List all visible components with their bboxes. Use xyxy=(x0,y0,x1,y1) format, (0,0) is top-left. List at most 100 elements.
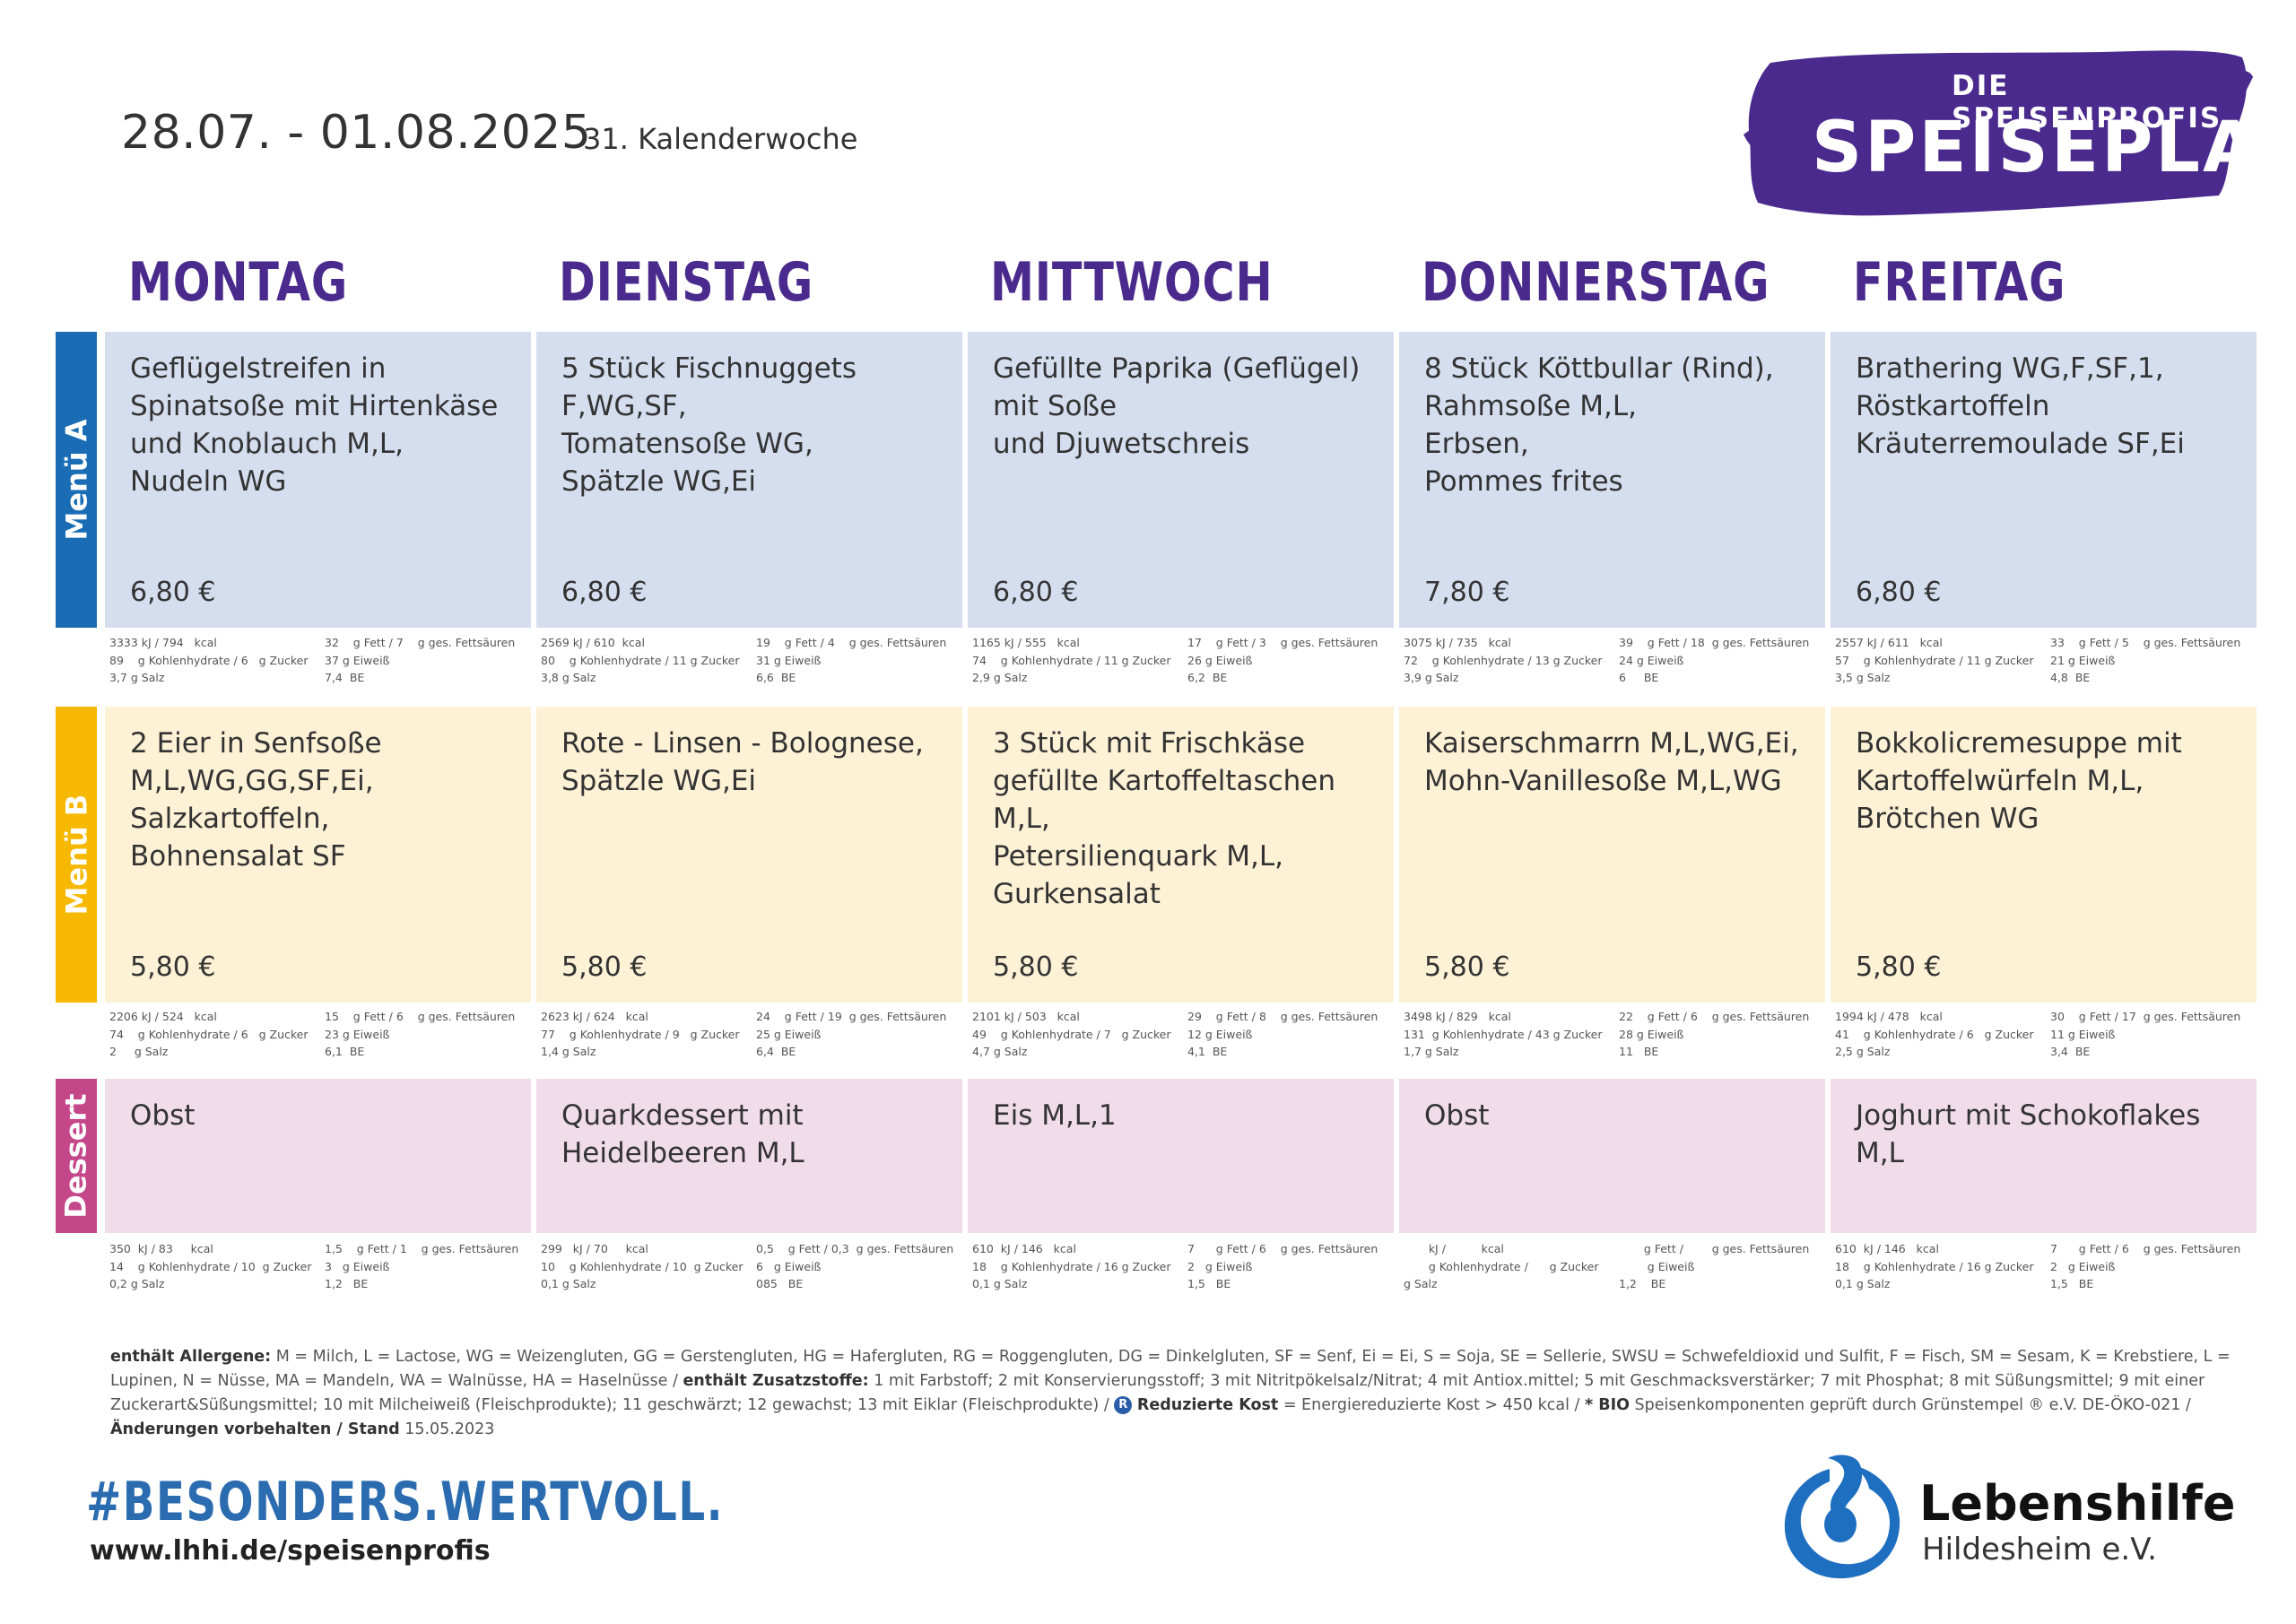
dessert-cell-montag: Obst xyxy=(105,1079,531,1233)
nutrition-info-menu-a-freitag: 2557 kJ / 611 kcal 57 g Kohlenhydrate / … xyxy=(1835,634,2264,688)
nutrition-col-1: 3075 kJ / 735 kcal 72 g Kohlenhydrate / … xyxy=(1404,636,1603,684)
dish-text: Bokkolicremesuppe mit Kartoffelwürfeln M… xyxy=(1856,727,2182,835)
additives-text: 1 mit Farbstoff; 2 mit Konservierungssto… xyxy=(110,1372,2205,1414)
nutrition-col-1: 610 kJ / 146 kcal 18 g Kohlenhydrate / 1… xyxy=(972,1242,1171,1290)
day-header-donnerstag: DONNERSTAG xyxy=(1422,251,1770,314)
nutrition-info-menu-a-donnerstag: 3075 kJ / 735 kcal 72 g Kohlenhydrate / … xyxy=(1404,634,1832,688)
brand-line2: SPEISEPLAN xyxy=(1812,108,2296,188)
org-subtitle: Hildesheim e.V. xyxy=(1922,1532,2157,1568)
nutrition-info-menu-b-donnerstag: 3498 kJ / 829 kcal 131 g Kohlenhydrate /… xyxy=(1404,1008,1832,1062)
website-link[interactable]: www.lhhi.de/speisenprofis xyxy=(90,1535,491,1567)
menu-a-cell-montag: Geflügelstreifen in Spinatsoße mit Hirte… xyxy=(105,332,531,628)
price: 6,80 € xyxy=(561,577,648,608)
dish-text: 3 Stück mit Frischkäse gefüllte Kartoffe… xyxy=(993,727,1336,910)
nutrition-col-1: 2569 kJ / 610 kcal 80 g Kohlenhydrate / … xyxy=(541,636,740,684)
dish-text: Obst xyxy=(1424,1099,1490,1132)
nutrition-col-2: 24 g Fett / 19 g ges. Fettsäuren 25 g Ei… xyxy=(756,1010,947,1058)
nutrition-info-menu-a-dienstag: 2569 kJ / 610 kcal 80 g Kohlenhydrate / … xyxy=(541,634,970,688)
menu-a-cell-dienstag: 5 Stück Fischnuggets F,WG,SF, Tomatensoß… xyxy=(536,332,962,628)
nutrition-col-1: 2206 kJ / 524 kcal 74 g Kohlenhydrate / … xyxy=(109,1010,309,1058)
menu-b-cell-freitag: Bokkolicremesuppe mit Kartoffelwürfeln M… xyxy=(1831,707,2257,1003)
nutrition-col-2: 29 g Fett / 8 g ges. Fettsäuren 12 g Eiw… xyxy=(1187,1010,1378,1058)
nutrition-col-2: g Fett / g ges. Fettsäuren g Eiweiß 1,2 … xyxy=(1619,1242,1810,1290)
nutrition-col-2: 0,5 g Fett / 0,3 g ges. Fettsäuren 6 g E… xyxy=(756,1242,954,1290)
price: 5,80 € xyxy=(561,951,648,983)
price: 7,80 € xyxy=(1424,577,1510,608)
org-name: Lebenshilfe xyxy=(1919,1475,2236,1532)
allergens-text: M = Milch, L = Lactose, WG = Weizenglute… xyxy=(110,1348,2231,1390)
price: 5,80 € xyxy=(1424,951,1510,983)
lebenshilfe-logo-icon xyxy=(1784,1455,1900,1579)
nutrition-col-1: 3498 kJ / 829 kcal 131 g Kohlenhydrate /… xyxy=(1404,1010,1603,1058)
date-range: 28.07. - 01.08.2025 xyxy=(121,106,592,160)
dessert-cell-mittwoch: Eis M,L,1 xyxy=(968,1079,1394,1233)
changes-label: Änderungen vorbehalten / Stand xyxy=(110,1420,400,1438)
day-header-mittwoch: MITTWOCH xyxy=(990,251,1274,314)
calendar-week: 31. Kalenderwoche xyxy=(583,122,858,156)
nutrition-col-1: 2101 kJ / 503 kcal 49 g Kohlenhydrate / … xyxy=(972,1010,1171,1058)
nutrition-col-1: 1165 kJ / 555 kcal 74 g Kohlenhydrate / … xyxy=(972,636,1171,684)
nutrition-col-1: kJ / kcal g Kohlenhydrate / g Zucker g S… xyxy=(1404,1242,1599,1290)
nutrition-info-menu-b-montag: 2206 kJ / 524 kcal 74 g Kohlenhydrate / … xyxy=(109,1008,538,1062)
nutrition-info-dessert-freitag: 610 kJ / 146 kcal 18 g Kohlenhydrate / 1… xyxy=(1835,1240,2264,1294)
price: 5,80 € xyxy=(130,951,216,983)
dessert-cell-donnerstag: Obst xyxy=(1399,1079,1825,1233)
nutrition-col-2: 17 g Fett / 3 g ges. Fettsäuren 26 g Eiw… xyxy=(1187,636,1378,684)
additives-label: enthält Zusatzstoffe: xyxy=(683,1372,869,1390)
menu-b-cell-dienstag: Rote - Linsen - Bolognese, Spätzle WG,Ei… xyxy=(536,707,962,1003)
price: 5,80 € xyxy=(1856,951,1942,983)
nutrition-col-2: 7 g Fett / 6 g ges. Fettsäuren 2 g Eiwei… xyxy=(1187,1242,1378,1290)
nutrition-col-1: 1994 kJ / 478 kcal 41 g Kohlenhydrate / … xyxy=(1835,1010,2034,1058)
nutrition-col-2: 32 g Fett / 7 g ges. Fettsäuren 37 g Eiw… xyxy=(325,636,516,684)
dish-text: Geflügelstreifen in Spinatsoße mit Hirte… xyxy=(130,352,499,498)
dish-text: Gefüllte Paprika (Geflügel) mit Soße und… xyxy=(993,352,1361,460)
nutrition-info-menu-a-montag: 3333 kJ / 794 kcal 89 g Kohlenhydrate / … xyxy=(109,634,538,688)
brand-line1: DIE SPEISENPROFIS xyxy=(1952,70,2222,135)
reduced-label: Reduzierte Kost xyxy=(1136,1396,1279,1414)
nutrition-info-menu-a-mittwoch: 1165 kJ / 555 kcal 74 g Kohlenhydrate / … xyxy=(972,634,1401,688)
menu-a-cell-mittwoch: Gefüllte Paprika (Geflügel) mit Soße und… xyxy=(968,332,1394,628)
nutrition-info-dessert-mittwoch: 610 kJ / 146 kcal 18 g Kohlenhydrate / 1… xyxy=(972,1240,1401,1294)
nutrition-col-2: 7 g Fett / 6 g ges. Fettsäuren 2 g Eiwei… xyxy=(2050,1242,2241,1290)
menu-b-cell-mittwoch: 3 Stück mit Frischkäse gefüllte Kartoffe… xyxy=(968,707,1394,1003)
menu-a-cell-freitag: Brathering WG,F,SF,1, Röstkartoffeln Krä… xyxy=(1831,332,2257,628)
dish-text: 5 Stück Fischnuggets F,WG,SF, Tomatensoß… xyxy=(561,352,857,498)
nutrition-col-1: 299 kJ / 70 kcal 10 g Kohlenhydrate / 10… xyxy=(541,1242,744,1290)
nutrition-col-2: 39 g Fett / 18 g ges. Fettsäuren 24 g Ei… xyxy=(1619,636,1810,684)
nutrition-info-menu-b-mittwoch: 2101 kJ / 503 kcal 49 g Kohlenhydrate / … xyxy=(972,1008,1401,1062)
brush-stroke-badge-icon xyxy=(1744,50,2253,216)
nutrition-col-2: 15 g Fett / 6 g ges. Fettsäuren 23 g Eiw… xyxy=(325,1010,516,1058)
day-header-dienstag: DIENSTAG xyxy=(559,251,814,314)
nutrition-info-menu-b-dienstag: 2623 kJ / 624 kcal 77 g Kohlenhydrate / … xyxy=(541,1008,970,1062)
row-label-text: Menü A xyxy=(59,419,94,541)
price: 6,80 € xyxy=(1856,577,1942,608)
menu-a-cell-donnerstag: 8 Stück Köttbullar (Rind), Rahmsoße M,L,… xyxy=(1399,332,1825,628)
dish-text: Eis M,L,1 xyxy=(993,1099,1117,1132)
nutrition-col-2: 30 g Fett / 17 g ges. Fettsäuren 11 g Ei… xyxy=(2050,1010,2241,1058)
allergen-legend: enthält Allergene: M = Milch, L = Lactos… xyxy=(110,1345,2254,1442)
day-header-montag: MONTAG xyxy=(128,251,349,314)
dish-text: Joghurt mit Schokoflakes M,L xyxy=(1856,1099,2201,1169)
row-label-text: Dessert xyxy=(59,1093,94,1219)
nutrition-col-2: 1,5 g Fett / 1 g ges. Fettsäuren 3 g Eiw… xyxy=(325,1242,519,1290)
hashtag-slogan: #BESONDERS.WERTVOLL. xyxy=(86,1471,725,1533)
brand-badge: DIE SPEISENPROFIS SPEISEPLAN xyxy=(1744,45,2296,221)
nutrition-info-dessert-dienstag: 299 kJ / 70 kcal 10 g Kohlenhydrate / 10… xyxy=(541,1240,970,1294)
dish-text: Quarkdessert mit Heidelbeeren M,L xyxy=(561,1099,804,1169)
reduced-text: = Energiereduzierte Kost > 450 kcal / xyxy=(1278,1396,1585,1414)
allergens-label: enthält Allergene: xyxy=(110,1348,272,1366)
day-header-freitag: FREITAG xyxy=(1853,251,2066,314)
nutrition-col-1: 350 kJ / 83 kcal 14 g Kohlenhydrate / 10… xyxy=(109,1242,312,1290)
dessert-cell-freitag: Joghurt mit Schokoflakes M,L xyxy=(1831,1079,2257,1233)
nutrition-info-dessert-montag: 350 kJ / 83 kcal 14 g Kohlenhydrate / 10… xyxy=(109,1240,538,1294)
row-label-menu-b: Menü B xyxy=(56,707,97,1003)
reduced-diet-badge-icon: R xyxy=(1114,1396,1133,1414)
bio-label: * BIO xyxy=(1584,1396,1630,1414)
menu-b-cell-donnerstag: Kaiserschmarrn M,L,WG,Ei, Mohn-Vanilleso… xyxy=(1399,707,1825,1003)
row-label-dessert: Dessert xyxy=(56,1079,97,1233)
nutrition-col-1: 610 kJ / 146 kcal 18 g Kohlenhydrate / 1… xyxy=(1835,1242,2034,1290)
dessert-cell-dienstag: Quarkdessert mit Heidelbeeren M,L xyxy=(536,1079,962,1233)
bio-text: Speisenkomponenten geprüft durch Grünste… xyxy=(1629,1396,2191,1414)
nutrition-info-dessert-donnerstag: kJ / kcal g Kohlenhydrate / g Zucker g S… xyxy=(1404,1240,1832,1294)
dish-text: Rote - Linsen - Bolognese, Spätzle WG,Ei xyxy=(561,727,924,797)
